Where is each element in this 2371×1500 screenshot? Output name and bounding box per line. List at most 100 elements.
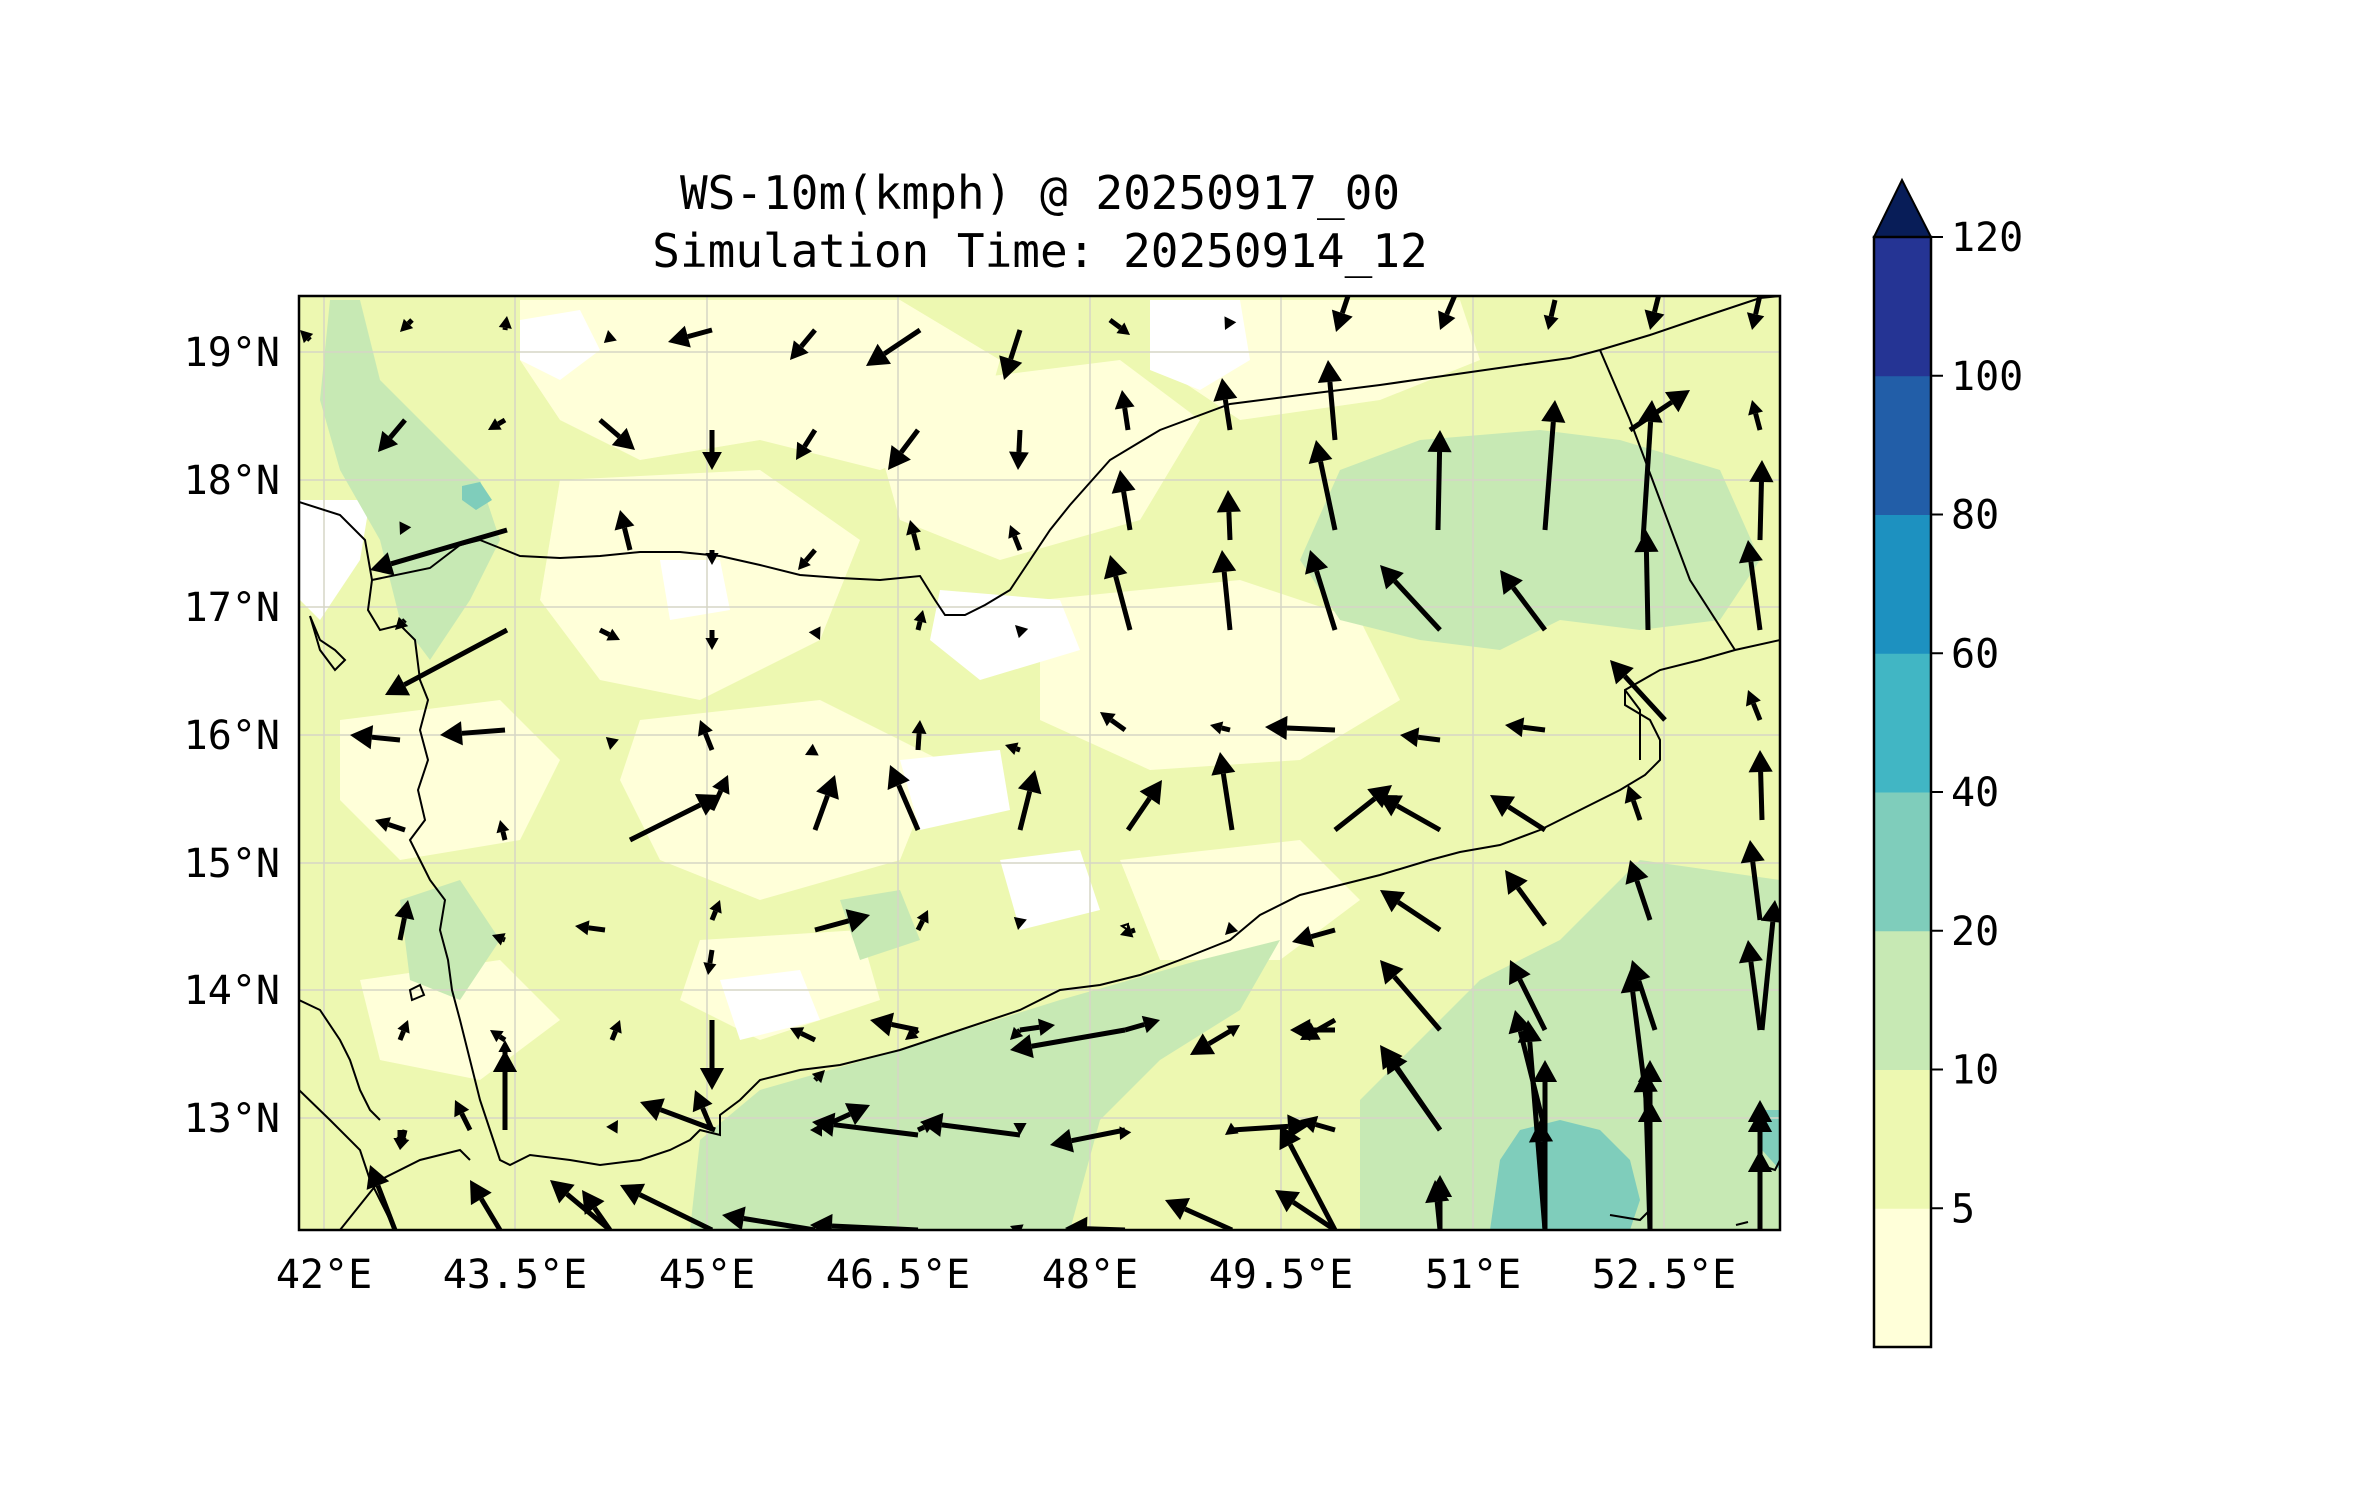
wind-arrow — [628, 794, 720, 843]
wind-arrow — [1748, 400, 1764, 431]
wind-arrow-head — [1380, 890, 1406, 913]
wind-arrow-head — [790, 1027, 805, 1040]
wind-arrow-head — [1517, 1020, 1542, 1043]
wind-arrow-head — [845, 909, 870, 933]
wind-arrow-head — [1380, 1045, 1403, 1070]
wind-arrow — [790, 1027, 817, 1043]
wind-arrow-shaft — [598, 418, 621, 439]
map-title: WS-10m(kmph) @ 20250917_00 — [679, 166, 1401, 220]
wind-arrow — [1300, 1115, 1336, 1134]
wind-arrow-shaft — [891, 1022, 919, 1033]
wind-arrow — [498, 316, 512, 331]
wind-arrow — [1438, 296, 1458, 330]
wind-arrow-head — [1664, 390, 1690, 413]
wind-arrow-shaft — [1393, 579, 1442, 632]
graticule — [299, 296, 1780, 1230]
wind-arrow-shaft — [800, 1031, 817, 1043]
wind-arrow — [640, 1098, 716, 1133]
wind-arrow-head — [1165, 1197, 1191, 1221]
wind-arrow-shaft — [400, 1129, 408, 1139]
wind-arrow — [709, 775, 730, 812]
wind-arrow-shaft — [1015, 746, 1021, 753]
wind-arrow-shaft — [1221, 725, 1231, 733]
wind-arrow-shaft — [497, 417, 507, 427]
wind-arrow-shaft — [1757, 481, 1764, 541]
wind-arrow — [913, 610, 927, 631]
wind-arrow — [1292, 925, 1336, 948]
wind-arrow-head — [640, 1098, 665, 1122]
colorbar-band — [1874, 930, 1931, 1070]
wind-arrow — [400, 318, 414, 332]
wind-arrow-shaft — [916, 1124, 926, 1133]
wind-arrow — [1541, 400, 1566, 531]
wind-arrow-shaft — [659, 1107, 716, 1133]
lat-tick-label: 14°N — [184, 968, 280, 1014]
wind-arrow-head — [808, 626, 821, 640]
wind-arrow — [1300, 1017, 1337, 1040]
wind-arrow-head — [366, 1165, 390, 1190]
wind-arrow-shaft — [406, 318, 414, 326]
wind-arrow — [1124, 1015, 1160, 1034]
wind-arrow — [1749, 460, 1774, 541]
wind-arrow-head — [810, 1213, 833, 1230]
wind-arrow — [1532, 1060, 1558, 1230]
wind-arrow-head — [1331, 309, 1353, 332]
wind-arrow — [492, 1050, 518, 1130]
wind-arrow-shaft — [911, 532, 921, 551]
wind-arrow-head — [1111, 470, 1136, 494]
wind-arrow-shaft — [1751, 702, 1763, 721]
wind-arrow — [366, 1165, 398, 1230]
wind-arrow-shaft — [1623, 674, 1667, 722]
wind-arrow — [811, 1070, 825, 1084]
wind-arrow-head — [692, 1090, 713, 1113]
wind-arrow-head — [796, 441, 812, 460]
wind-arrow-head — [400, 318, 414, 332]
wind-arrow-head — [1139, 780, 1162, 805]
wind-arrow — [709, 900, 722, 921]
wind-arrow — [603, 330, 617, 344]
wind-arrow — [1634, 530, 1659, 631]
wind-arrow — [1746, 296, 1765, 330]
wind-arrow-shaft — [1184, 1206, 1234, 1230]
wind-arrow-shaft — [803, 548, 817, 563]
wind-arrow-shaft — [813, 1076, 819, 1082]
wind-arrow-shaft — [397, 1030, 406, 1041]
wind-arrow-head — [1141, 1015, 1160, 1034]
wind-arrow-head — [1065, 1216, 1088, 1230]
wind-arrow-head — [1624, 785, 1643, 804]
colorbar-band — [1874, 653, 1931, 793]
wind-arrow-head — [1620, 970, 1645, 994]
wind-arrow-head — [1211, 752, 1236, 776]
wind-arrow-head — [1038, 1018, 1055, 1036]
wind-arrow-head — [1009, 451, 1029, 470]
wind-arrow — [1637, 1100, 1663, 1230]
wind-arrow-shaft — [622, 527, 633, 551]
wind-arrow-head — [606, 1120, 618, 1134]
wind-arrow-shaft — [1314, 1017, 1337, 1034]
wind-arrow-shaft — [833, 1122, 919, 1138]
wind-arrow — [1019, 1018, 1055, 1036]
wind-arrow — [397, 1020, 410, 1041]
wind-arrow-shaft — [1286, 725, 1336, 733]
wind-arrow — [575, 920, 606, 936]
wind-arrow-head — [395, 616, 409, 630]
wind-arrow — [812, 1112, 919, 1138]
colorbar-ticks: 120 100 80 60 40 20 10 5 — [1931, 215, 2023, 1232]
wind-arrow-head — [790, 340, 809, 360]
wind-arrow-head — [1749, 460, 1774, 483]
wind-arrow-shaft — [1643, 551, 1651, 631]
wind-arrow-head — [703, 962, 717, 975]
wind-arrow-head — [1634, 530, 1659, 553]
colorbar: 120 100 80 60 40 20 10 5 — [1872, 177, 2023, 1349]
wind-arrow — [1644, 296, 1665, 330]
wind-arrow-head — [722, 1206, 746, 1230]
lat-axis: 19°N 18°N 17°N 16°N 15°N 14°N 13°N — [184, 330, 280, 1142]
wind-arrow — [1008, 525, 1023, 551]
wind-arrow — [1505, 717, 1546, 738]
wind-arrow — [1427, 430, 1452, 531]
wind-arrow-shaft — [1125, 796, 1152, 832]
wind-arrow — [798, 548, 817, 570]
wind-arrow — [702, 430, 722, 470]
wind-arrow-shaft — [1750, 861, 1763, 921]
wind-arrow — [866, 327, 922, 366]
